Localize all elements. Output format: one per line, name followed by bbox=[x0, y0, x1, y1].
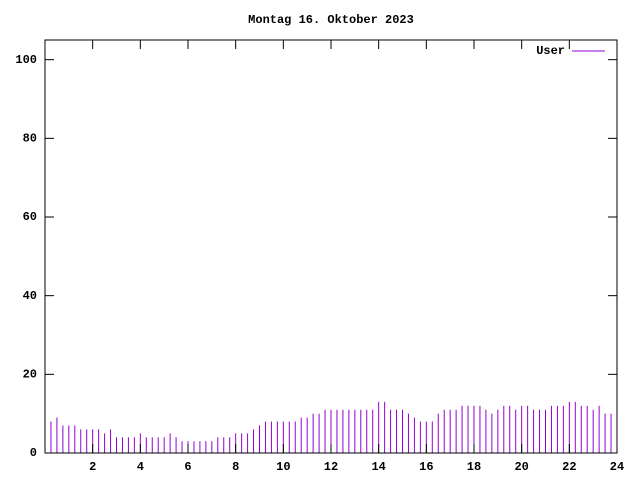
x-tick-label: 6 bbox=[184, 460, 191, 474]
x-tick-label: 8 bbox=[232, 460, 239, 474]
y-tick-label: 60 bbox=[23, 210, 37, 224]
x-tick-label: 20 bbox=[514, 460, 528, 474]
x-tick-label: 4 bbox=[137, 460, 144, 474]
x-tick-label: 22 bbox=[562, 460, 576, 474]
x-tick-label: 24 bbox=[610, 460, 624, 474]
x-tick-label: 12 bbox=[324, 460, 338, 474]
y-tick-label: 0 bbox=[30, 446, 37, 460]
chart-title: Montag 16. Oktober 2023 bbox=[248, 13, 414, 27]
legend-label: User bbox=[536, 44, 565, 58]
x-tick-label: 2 bbox=[89, 460, 96, 474]
x-tick-label: 10 bbox=[276, 460, 290, 474]
x-tick-label: 18 bbox=[467, 460, 481, 474]
y-tick-label: 40 bbox=[23, 289, 37, 303]
x-tick-label: 16 bbox=[419, 460, 433, 474]
x-tick-label: 14 bbox=[371, 460, 385, 474]
y-tick-label: 100 bbox=[15, 53, 37, 67]
y-tick-label: 80 bbox=[23, 132, 37, 146]
y-tick-label: 20 bbox=[23, 368, 37, 382]
plot-frame bbox=[44, 39, 618, 454]
